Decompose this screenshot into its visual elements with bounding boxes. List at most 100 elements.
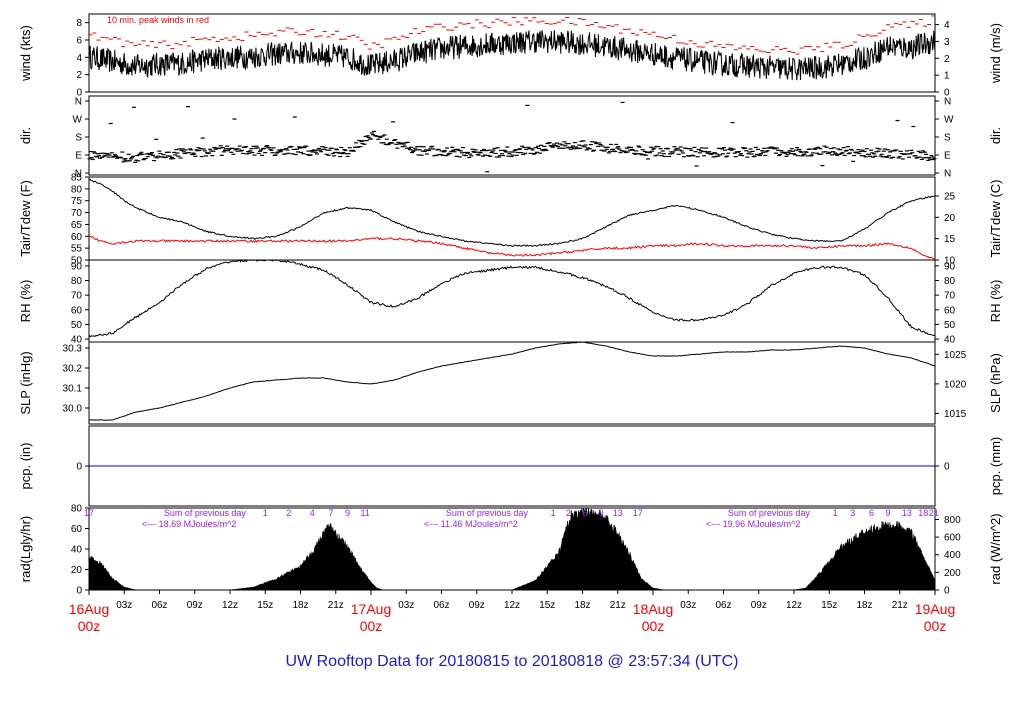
rad-hour-label: 21 [929, 508, 939, 518]
slp-left-tick-label: 30.2 [63, 364, 83, 375]
dir-right-tick-label: W [944, 115, 954, 126]
x-tick-label: 09z [187, 600, 203, 611]
rh-right-tick-label: 80 [944, 276, 956, 287]
temp-left-tick-label: 55 [71, 244, 83, 255]
slp-right-tick-label: 1020 [944, 379, 967, 390]
panel-pcp: pcp. (in) pcp. (mm) 0 0 [18, 425, 1003, 507]
rh-line [88, 259, 936, 338]
rad-hour-label: 17 [84, 508, 94, 518]
rh-left-tick-label: 50 [71, 320, 83, 331]
slp-frame [88, 341, 936, 425]
temp-right-tick-label: 15 [944, 234, 956, 245]
air-temp-line [89, 178, 936, 247]
x-tick-label: 21z [610, 600, 626, 611]
rh-right-tick-label: 90 [944, 261, 956, 272]
rad-hour-label: 9 [599, 508, 604, 518]
rh-left-tick-label: 40 [71, 335, 83, 346]
x-tick-label: 12z [222, 600, 238, 611]
rad-hour-label: 4 [310, 508, 315, 518]
temp-left-label: Tair/Tdew (F) [18, 180, 33, 257]
x-tick-label: 09z [469, 600, 485, 611]
x-tick-label: 21z [328, 600, 344, 611]
slp-left-tick-label: 30.0 [63, 404, 83, 415]
rh-right-tick-label: 70 [944, 291, 956, 302]
daily-sum-line1: Sum of previous day [164, 508, 247, 518]
peak-wind-note: 10 min. peak winds in red [107, 15, 209, 25]
pcp-right-tick-label: 0 [944, 462, 950, 473]
dir-left-tick-label: N [75, 97, 82, 108]
x-tick-label: 06z [715, 600, 731, 611]
wind-right-tick-label: 1 [944, 71, 950, 82]
x-tick-label: 15z [821, 600, 837, 611]
slp-right-tick-label: 1015 [944, 409, 967, 420]
daily-sum-line1: Sum of previous day [446, 508, 529, 518]
dir-left-label: dir. [18, 127, 33, 144]
rad-right-tick-label: 400 [944, 550, 961, 561]
wind-left-tick-label: 6 [76, 36, 82, 47]
rh-left-tick-label: 60 [71, 305, 83, 316]
rh-left-tick-label: 70 [71, 291, 83, 302]
panel-rh: RH (%) RH (%) 40 50 60 70 80 90 40 50 60 70 80 90 [18, 259, 1003, 346]
x-tick-label: 03z [116, 600, 132, 611]
rh-left-tick-label: 80 [71, 276, 83, 287]
slp-right-label: SLP (hPa) [988, 353, 1003, 413]
rad-hour-label: 13 [902, 508, 912, 518]
temp-left-tick-label: 80 [71, 184, 83, 195]
dir-right-tick-label: N [944, 97, 951, 108]
x-tick-label: 12z [504, 600, 520, 611]
dir-left-tick-label: N [75, 169, 82, 180]
rad-left-tick-label: 80 [71, 504, 83, 515]
rad-left-tick-label: 0 [76, 586, 82, 597]
rad-right-tick-label: 200 [944, 568, 961, 579]
x-tick-label: 03z [398, 600, 414, 611]
x-tick-label: 15z [539, 600, 555, 611]
rad-left-tick-label: 60 [71, 524, 83, 535]
rh-left-tick-label: 90 [71, 261, 83, 272]
rad-hour-label: 9 [885, 508, 890, 518]
x-tick-label: 06z [151, 600, 167, 611]
x-tick-label: 12z [786, 600, 802, 611]
rad-hour-label: 6 [582, 508, 587, 518]
day-time-label: 00z [642, 618, 665, 634]
temp-left-tick-label: 75 [71, 196, 83, 207]
slp-left-tick-label: 30.1 [63, 384, 83, 395]
temp-left-tick-label: 70 [71, 208, 83, 219]
x-tick-label: 18z [292, 600, 308, 611]
dir-right-label: dir. [988, 127, 1003, 144]
x-tick-label: 15z [257, 600, 273, 611]
daily-sum-line2: <--- 18.69 MJoules/m^2 [142, 519, 237, 529]
x-tick-label: 03z [680, 600, 696, 611]
slp-left-label: SLP (inHg) [18, 351, 33, 414]
rad-hour-label: 13 [613, 508, 623, 518]
wind-left-label: wind (kts) [18, 25, 33, 82]
wind-right-tick-label: 3 [944, 37, 950, 48]
rad-left-label: rad(Lgly/hr) [18, 516, 33, 582]
daily-sum-line1: Sum of previous day [728, 508, 811, 518]
x-tick-label: 18z [574, 600, 590, 611]
slp-right-tick-label: 1025 [944, 350, 967, 361]
panel-rad: rad(Lgly/hr) rad (W/m^2)02040608002004006… [18, 504, 1003, 597]
panel-temp: Tair/Tdew (F) Tair/Tdew (C) 50556065707580… [18, 173, 1003, 267]
panel-dir: dir. dir.N NW WS SE EN N [18, 95, 1003, 180]
rad-hour-label: 3 [850, 508, 855, 518]
rad-hour-label: 17 [633, 508, 643, 518]
temp-left-tick-label: 60 [71, 232, 83, 243]
panel-slp: SLP (inHg) SLP (hPa) 30.0 30.1 30.2 30.3 1015 1… [18, 341, 1003, 425]
rh-right-tick-label: 40 [944, 335, 956, 346]
dewpoint-line [88, 235, 936, 261]
x-tick-label: 06z [433, 600, 449, 611]
daily-sum-line2: <--- 19.96 MJoules/m^2 [706, 519, 801, 529]
wind-left-tick-label: 4 [76, 53, 82, 64]
rad-hour-label: 1 [551, 508, 556, 518]
dir-right-tick-label: N [944, 169, 951, 180]
rad-hour-label: 1 [833, 508, 838, 518]
pcp-right-label: pcp. (mm) [988, 437, 1003, 496]
slp-left-tick-label: 30.3 [63, 344, 83, 355]
dir-left-tick-label: S [75, 133, 82, 144]
rad-hour-label: 1 [263, 508, 268, 518]
rad-hour-label: 7 [329, 508, 334, 518]
dir-left-tick-label: E [75, 151, 82, 162]
slp-line [89, 341, 936, 421]
